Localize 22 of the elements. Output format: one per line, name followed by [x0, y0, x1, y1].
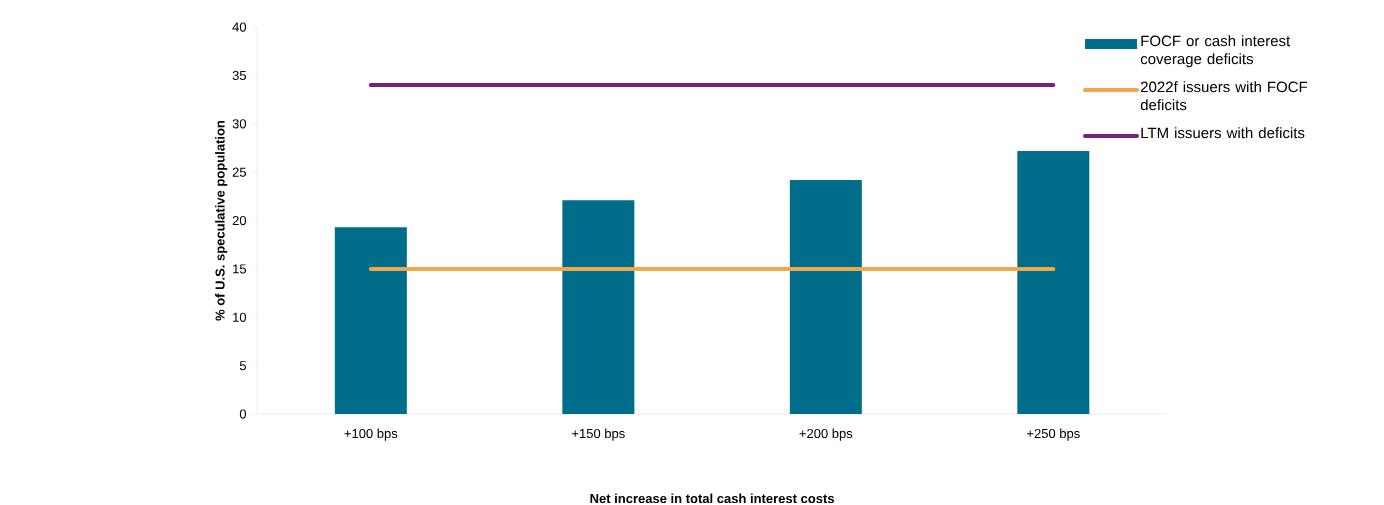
- x-tick-label: +200 bps: [799, 428, 853, 441]
- y-tick-label: 40: [232, 22, 247, 32]
- y-tick-label: 10: [233, 312, 247, 322]
- bar: [789, 179, 862, 415]
- y-tick-label: 35: [232, 70, 247, 81]
- y-tick-label: 0: [239, 409, 247, 419]
- y-tick-label: 30: [232, 119, 247, 129]
- legend-label: LTM issuers with deficits: [1141, 127, 1305, 139]
- bar: [562, 200, 635, 415]
- bar: [1017, 150, 1090, 415]
- x-tick-label: +150 bps: [572, 428, 625, 441]
- y-tick-label: 5: [239, 361, 247, 371]
- legend-label: 2022f issuers with FOCF deficits: [1140, 81, 1308, 111]
- x-tick-label: +250 bps: [1027, 428, 1080, 441]
- y-tick-label: 20: [232, 215, 247, 226]
- x-tick-label: +100 bps: [344, 428, 398, 441]
- y-axis-title: % of U.S. speculative population: [215, 120, 228, 321]
- y-tick-label: 15: [233, 264, 247, 274]
- x-axis-title: Net increase in total cash interest costs: [590, 493, 835, 504]
- legend-label: FOCF or cash interest coverage deficits: [1140, 35, 1291, 68]
- bar: [334, 227, 407, 415]
- y-tick-label: 25: [232, 167, 247, 177]
